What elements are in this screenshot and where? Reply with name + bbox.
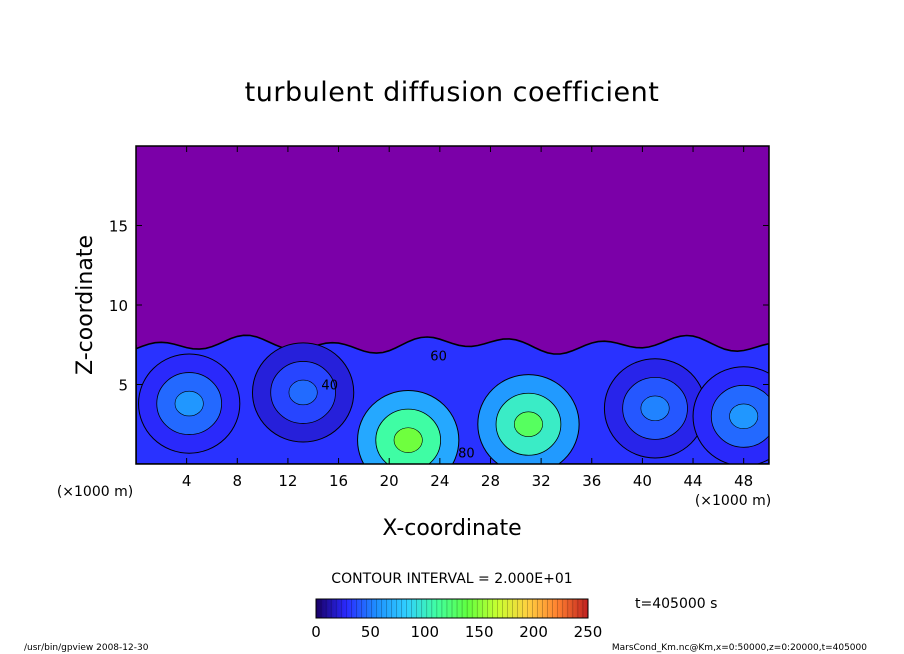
x-axis: 4 8 12 16 20 24 28 32 36 40 44 48 (182, 146, 753, 490)
field-layer (136, 334, 769, 464)
contour-label: 80 (458, 447, 475, 462)
x-tick-label: 16 (329, 472, 348, 490)
x-tick-label: 28 (481, 472, 500, 490)
contour-interval-label: CONTOUR INTERVAL = 2.000E+01 (331, 571, 572, 587)
y-unit-label: (×1000 m) (57, 484, 133, 500)
x-tick-label: 20 (380, 472, 399, 490)
plot-area: 40 80 60 (135, 145, 770, 465)
x-tick-label: 44 (683, 472, 702, 490)
x-axis-title: X-coordinate (382, 516, 521, 541)
x-tick-label: 32 (532, 472, 551, 490)
y-tick-label: 5 (118, 377, 128, 395)
colorbar-tick-label: 250 (574, 623, 603, 641)
chart-title: turbulent diffusion coefficient (245, 77, 660, 108)
colorbar-tick-label: 200 (519, 623, 548, 641)
colorbar-tick-label: 100 (410, 623, 439, 641)
updraft-3-peak (393, 427, 423, 453)
colorbar-ticks: 0 50 100 150 200 250 (311, 623, 602, 641)
colorbar-tick-label: 150 (465, 623, 494, 641)
y-tick-label: 15 (109, 218, 128, 236)
colorbar-frame (315, 598, 589, 619)
x-tick-label: 40 (633, 472, 652, 490)
colorbar-tick-label: 0 (311, 623, 321, 641)
x-tick-label: 48 (734, 472, 753, 490)
y-tick-label: 10 (109, 297, 128, 315)
contour-label: 60 (430, 350, 447, 365)
x-tick-label: 8 (233, 472, 243, 490)
colorbar: 0 50 100 150 200 250 (311, 598, 602, 641)
updraft-2-peak (288, 379, 318, 406)
contour-layer: 40 80 60 (321, 350, 474, 462)
x-tick-label: 4 (182, 472, 192, 490)
y-axis-title: Z-coordinate (73, 235, 98, 375)
contour-label: 40 (321, 378, 338, 393)
x-unit-label: (×1000 m) (695, 493, 771, 509)
x-tick-label: 24 (430, 472, 449, 490)
updraft-6-peak (729, 403, 759, 430)
time-label: t=405000 s (635, 596, 717, 612)
colorbar-gradient (316, 599, 588, 618)
x-tick-label: 12 (278, 472, 297, 490)
updraft-1-peak (174, 390, 204, 417)
y-axis: 5 10 15 (109, 218, 769, 395)
colorbar-stripes (320, 599, 584, 618)
x-tick-label: 36 (582, 472, 601, 490)
colorbar-tick-label: 50 (361, 623, 380, 641)
updraft-5-peak (640, 395, 670, 422)
updraft-4-peak (513, 411, 543, 437)
footer-right: MarsCond_Km.nc@Km,x=0:50000,z=0:20000,t=… (612, 643, 867, 653)
footer-left: /usr/bin/gpview 2008-12-30 (24, 643, 149, 653)
